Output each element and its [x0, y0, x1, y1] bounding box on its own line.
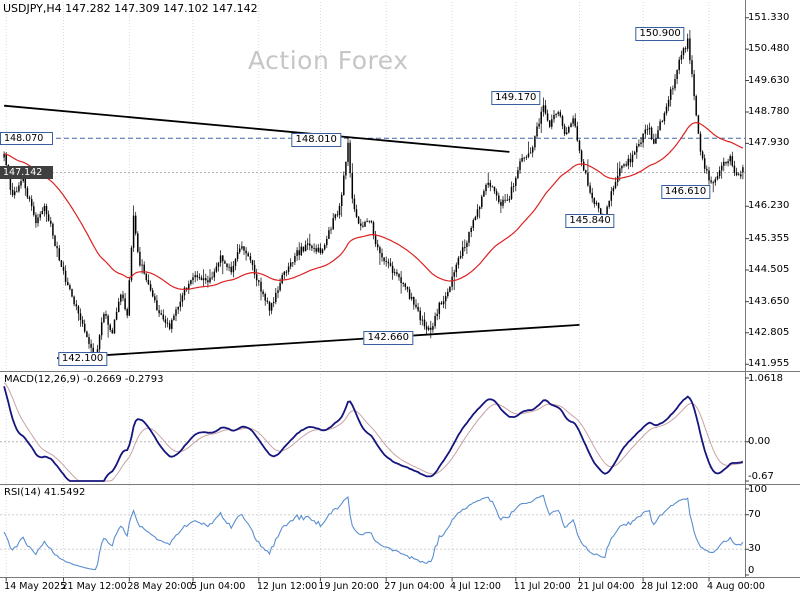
price-annotation[interactable]: 146.610	[660, 185, 711, 200]
macd-pane-label: MACD(12,26,9) -0.2669 -0.2793	[4, 374, 164, 385]
price-axis-tick: 141.955	[748, 358, 790, 370]
price-annotation[interactable]: 148.010	[291, 133, 341, 148]
price-axis-tick: 143.650	[748, 295, 790, 307]
macd-signal-line	[3, 382, 743, 482]
symbol-title: USDJPY,H4 147.282 147.309 147.102 147.14…	[3, 2, 258, 15]
rsi-axis-tick: 30	[748, 543, 761, 555]
price-annotation[interactable]: 142.100	[57, 351, 108, 366]
time-axis-tick: 27 Jun 04:00	[384, 581, 445, 592]
price-axis-tick: 146.230	[748, 200, 790, 212]
price-annotation[interactable]: 145.840	[565, 213, 615, 228]
axis-tick-marks	[5, 17, 749, 582]
time-axis-tick: 14 May 2025	[4, 581, 67, 592]
time-axis-tick: 4 Jul 12:00	[450, 581, 501, 592]
price-annotation[interactable]: 142.660	[363, 331, 414, 346]
price-axis-tick: 149.630	[748, 74, 790, 86]
rsi-pane-label: RSI(14) 41.5492	[4, 487, 86, 498]
time-axis-tick: 21 May 12:00	[61, 581, 127, 592]
macd-axis-tick: 0.00	[748, 435, 771, 447]
time-axis-tick: 5 Jun 04:00	[191, 581, 246, 592]
rsi-axis-tick: 70	[748, 508, 761, 520]
time-axis-tick: 21 Jul 04:00	[577, 581, 635, 592]
ascending-support-trendline[interactable]	[57, 324, 580, 360]
time-axis-tick: 11 Jul 20:00	[513, 581, 571, 592]
time-axis-tick: 28 May 20:00	[127, 581, 193, 592]
price-axis-tick: 151.330	[748, 11, 790, 23]
moving-average-line	[3, 121, 744, 290]
macd-axis-tick: -0.67	[748, 471, 774, 482]
price-axis-tick: 150.480	[748, 43, 790, 55]
time-axis-tick: 28 Jul 12:00	[641, 581, 699, 592]
price-axis-tick: 148.780	[748, 105, 790, 117]
price-axis-tick: 144.505	[748, 263, 790, 275]
price-annotation[interactable]: 150.900	[635, 26, 685, 41]
price-axis-tick: 145.355	[748, 232, 790, 244]
pane-separators	[0, 0, 800, 578]
rsi-axis-tick: 100	[748, 484, 768, 495]
candle-bodies	[3, 38, 744, 355]
time-axis-tick: 12 Jun 12:00	[256, 581, 318, 592]
rsi-axis-tick: 0	[748, 565, 755, 576]
level-price-tag: 148.070	[0, 131, 53, 145]
price-axis-tick: 142.805	[748, 326, 790, 338]
time-axis-tick: 19 Jun 20:00	[318, 581, 379, 592]
watermark: Action Forex	[248, 46, 409, 75]
price-axis-tick: 147.930	[748, 137, 790, 149]
current-price-tag: 147.142	[0, 166, 53, 179]
rsi-line	[3, 494, 744, 571]
descending-resistance-trendline[interactable]	[4, 104, 510, 153]
time-axis-tick: 4 Aug 00:00	[706, 581, 765, 592]
price-annotation[interactable]: 149.170	[491, 90, 541, 105]
macd-axis-tick: 1.0618	[748, 373, 783, 384]
macd-line	[3, 386, 744, 482]
